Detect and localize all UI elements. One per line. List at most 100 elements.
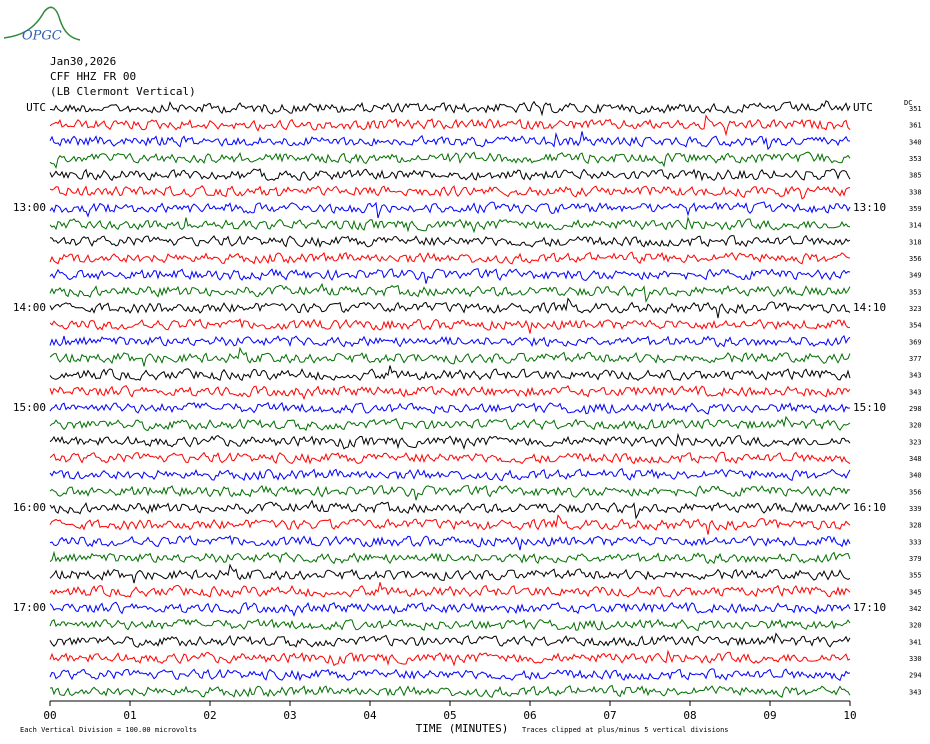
left-time-label: 17:00	[13, 601, 46, 614]
scale-note: Each Vertical Division = 100.00 microvol…	[20, 726, 197, 734]
trace	[49, 618, 851, 632]
left-time-label: 14:00	[13, 301, 46, 314]
trace	[49, 114, 851, 137]
logo: OPGC	[3, 6, 81, 44]
x-tick-label: 03	[283, 709, 296, 722]
x-tick-label: 09	[763, 709, 776, 722]
dc-value: 320	[909, 422, 922, 430]
dc-value: 323	[909, 305, 922, 313]
dc-value: 359	[909, 205, 922, 213]
x-tick-label: 05	[443, 709, 456, 722]
dc-value: 340	[909, 138, 922, 146]
dc-value: 369	[909, 338, 922, 346]
trace	[49, 432, 851, 451]
dc-value: 345	[909, 588, 922, 596]
x-tick-label: 00	[43, 709, 56, 722]
dc-value: 339	[909, 505, 922, 513]
trace	[49, 297, 851, 319]
dc-value: 356	[909, 255, 922, 263]
dc-value: 294	[909, 672, 922, 680]
trace	[49, 514, 851, 535]
dc-value: 341	[909, 638, 922, 646]
trace	[49, 268, 851, 284]
date: Jan30,2026	[50, 55, 116, 68]
dc-value: 353	[909, 288, 922, 296]
dc-value: 361	[909, 122, 922, 130]
x-tick-label: 04	[363, 709, 377, 722]
trace	[49, 649, 851, 667]
x-tick-label: 02	[203, 709, 216, 722]
trace	[49, 365, 851, 382]
trace	[49, 100, 851, 117]
trace	[49, 151, 851, 170]
trace	[49, 282, 851, 303]
right-time-label: UTC	[853, 101, 873, 114]
dc-value: 348	[909, 455, 922, 463]
trace	[49, 131, 851, 151]
trace	[49, 201, 851, 219]
trace	[49, 563, 851, 584]
trace	[49, 234, 851, 249]
dc-value: 353	[909, 155, 922, 163]
trace	[49, 216, 851, 234]
x-tick-label: 08	[683, 709, 696, 722]
dc-value: 343	[909, 688, 922, 696]
x-tick-label: 01	[123, 709, 136, 722]
trace	[49, 384, 851, 401]
trace	[49, 334, 851, 348]
trace	[49, 401, 851, 415]
dc-value: 314	[909, 222, 922, 230]
dc-value: 320	[909, 622, 922, 630]
station: CFF HHZ FR 00	[50, 70, 136, 83]
dc-value: 354	[909, 322, 922, 330]
dc-value: 340	[909, 472, 922, 480]
left-time-label: UTC	[26, 101, 46, 114]
left-time-label: 16:00	[13, 501, 46, 514]
trace	[49, 318, 851, 334]
right-time-label: 14:10	[853, 301, 886, 314]
trace	[49, 415, 851, 432]
left-time-label: 13:00	[13, 201, 46, 214]
dc-value: 349	[909, 272, 922, 280]
dc-label: DC	[904, 99, 912, 107]
trace	[49, 582, 851, 598]
dc-value: 356	[909, 488, 922, 496]
trace	[49, 534, 851, 551]
dc-value: 338	[909, 188, 922, 196]
dc-value: 318	[909, 238, 922, 246]
dc-value: 323	[909, 438, 922, 446]
left-time-label: 15:00	[13, 401, 46, 414]
trace	[49, 185, 851, 200]
dc-value: 377	[909, 355, 922, 363]
trace	[49, 484, 851, 501]
dc-value: 351	[909, 105, 922, 113]
trace	[49, 684, 851, 698]
trace	[49, 668, 851, 682]
dc-value: 385	[909, 172, 922, 180]
dc-value: 333	[909, 538, 922, 546]
right-time-label: 13:10	[853, 201, 886, 214]
dc-value: 330	[909, 655, 922, 663]
x-tick-label: 10	[843, 709, 856, 722]
trace	[49, 632, 851, 648]
dc-value: 355	[909, 572, 922, 580]
dc-value: 298	[909, 405, 922, 413]
dc-value: 342	[909, 605, 922, 613]
trace	[49, 499, 851, 520]
trace	[49, 601, 851, 617]
right-time-label: 17:10	[853, 601, 886, 614]
x-axis-label: TIME (MINUTES)	[416, 722, 509, 735]
trace	[49, 451, 851, 465]
trace	[49, 168, 851, 182]
location: (LB Clermont Vertical)	[50, 85, 196, 98]
right-time-label: 15:10	[853, 401, 886, 414]
dc-value: 328	[909, 522, 922, 530]
logo-text: OPGC	[22, 29, 62, 44]
right-time-label: 16:10	[853, 501, 886, 514]
dc-value: 343	[909, 372, 922, 380]
x-tick-label: 07	[603, 709, 616, 722]
dc-value: 343	[909, 388, 922, 396]
trace	[49, 467, 851, 482]
trace	[49, 251, 851, 265]
